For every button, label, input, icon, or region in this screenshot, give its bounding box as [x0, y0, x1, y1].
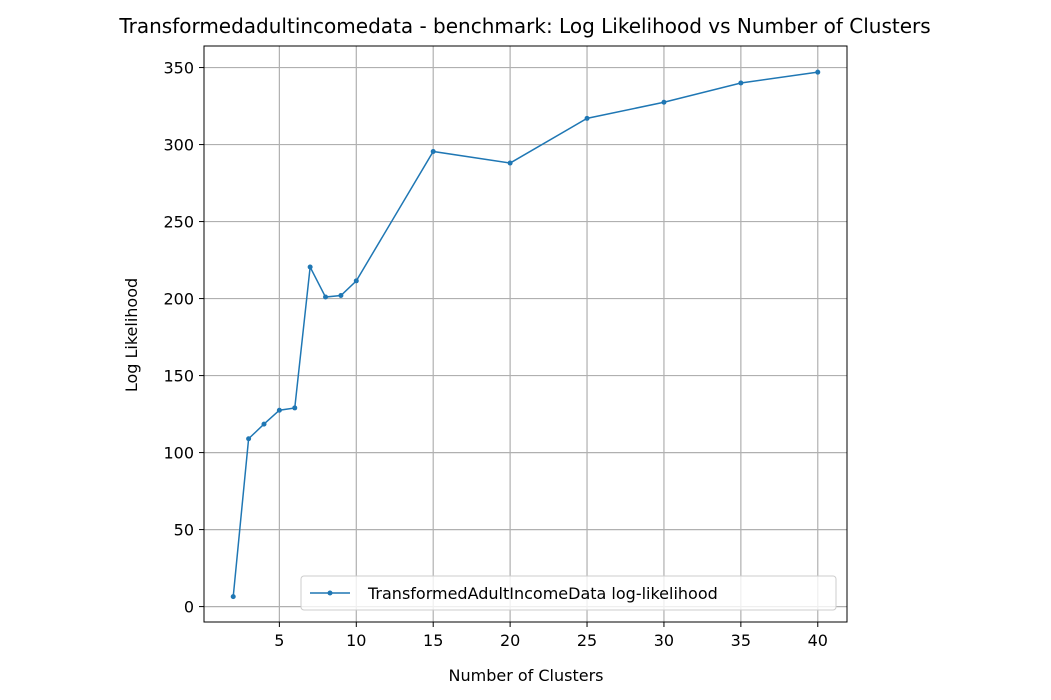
x-tick-label: 10 [346, 631, 366, 650]
series-points [230, 69, 821, 600]
legend-marker-swatch [327, 590, 333, 596]
data-point [292, 405, 298, 411]
series-lines [232, 71, 818, 597]
data-point [338, 292, 344, 298]
data-point [738, 80, 744, 86]
x-tick-label: 25 [577, 631, 597, 650]
data-point [661, 99, 667, 105]
data-point [353, 278, 359, 284]
x-tick-label: 35 [731, 631, 751, 650]
data-point [307, 264, 313, 270]
x-tick-label: 20 [500, 631, 520, 650]
y-axis-ticks: 0 50 100 150 200 250 300 350 [163, 59, 204, 617]
x-tick-label: 40 [808, 631, 828, 650]
y-tick-label: 100 [163, 444, 194, 463]
y-tick-label: 350 [163, 59, 194, 78]
y-tick-label: 300 [163, 136, 194, 155]
data-point [276, 407, 282, 413]
data-point [261, 421, 267, 427]
y-tick-label: 200 [163, 290, 194, 309]
x-axis-label: Number of Clusters [449, 666, 604, 685]
y-tick-label: 50 [174, 521, 194, 540]
data-point [323, 294, 329, 300]
legend: TransformedAdultIncomeData log-likelihoo… [300, 575, 837, 611]
chart-title: Transformedadultincomedata - benchmark: … [118, 14, 930, 38]
plot-frame [203, 45, 848, 623]
y-axis-label: Log Likelihood [122, 278, 141, 392]
legend-label: TransformedAdultIncomeData log-likelihoo… [367, 584, 718, 603]
grid [204, 46, 847, 622]
data-point [815, 69, 821, 75]
y-tick-label: 0 [184, 598, 194, 617]
data-point [230, 594, 236, 600]
data-point [507, 160, 513, 166]
x-tick-label: 15 [423, 631, 443, 650]
data-point [584, 115, 590, 121]
x-axis-ticks: 5 10 15 20 25 30 35 40 [274, 622, 828, 650]
y-tick-label: 150 [163, 367, 194, 386]
data-point [430, 148, 436, 154]
x-tick-label: 30 [654, 631, 674, 650]
legend-box [300, 575, 837, 611]
y-tick-label: 250 [163, 213, 194, 232]
data-point [246, 436, 252, 442]
x-tick-label: 5 [274, 631, 284, 650]
series-line [232, 71, 818, 597]
